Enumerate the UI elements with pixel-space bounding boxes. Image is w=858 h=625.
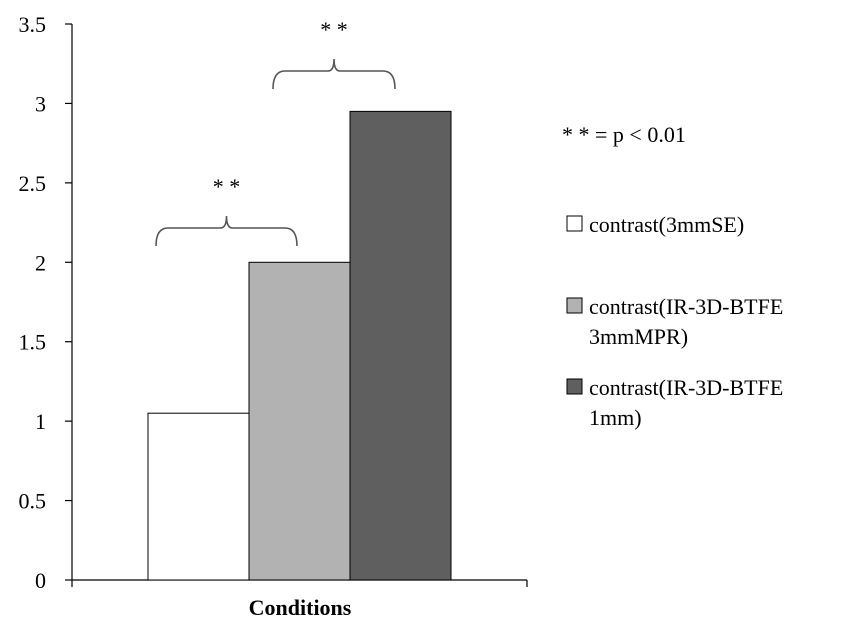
x-axis-label: Conditions (249, 595, 352, 620)
bar-3 (349, 110, 452, 581)
significance-note: * * = p < 0.01 (562, 122, 686, 147)
axes: 0 0.5 1 1.5 2 2.5 3 3.5 (19, 12, 528, 593)
bar-2 (248, 261, 351, 581)
bars (147, 110, 452, 581)
legend-label: contrast(IR-3D-BTFE (589, 375, 783, 400)
y-tick-label: 2 (35, 250, 46, 275)
bar-1 (147, 412, 250, 581)
y-tick-label: 2.5 (19, 171, 47, 196)
y-tick-label: 0.5 (19, 489, 47, 514)
significance-bracket (272, 58, 396, 90)
legend: contrast(3mmSE) contrast(IR-3D-BTFE 3mmMPR… (566, 212, 783, 430)
significance-bracket (155, 215, 298, 247)
y-tick-label: 1.5 (19, 330, 47, 355)
legend-swatch (566, 297, 583, 314)
significance-marker: * * (213, 174, 241, 199)
y-tick-label: 3.5 (19, 12, 47, 37)
legend-label: 3mmMPR) (589, 324, 688, 349)
y-tick-label: 0 (35, 568, 46, 593)
legend-label: contrast(IR-3D-BTFE (589, 294, 783, 319)
significance-marker: * * (320, 17, 348, 42)
y-tick-label: 3 (35, 91, 46, 116)
y-tick-label: 1 (35, 409, 46, 434)
legend-swatch (566, 378, 583, 395)
significance-brackets: * * * * (155, 17, 396, 247)
legend-label: 1mm) (589, 405, 642, 430)
legend-label: contrast(3mmSE) (589, 212, 744, 237)
legend-swatch (566, 215, 583, 232)
